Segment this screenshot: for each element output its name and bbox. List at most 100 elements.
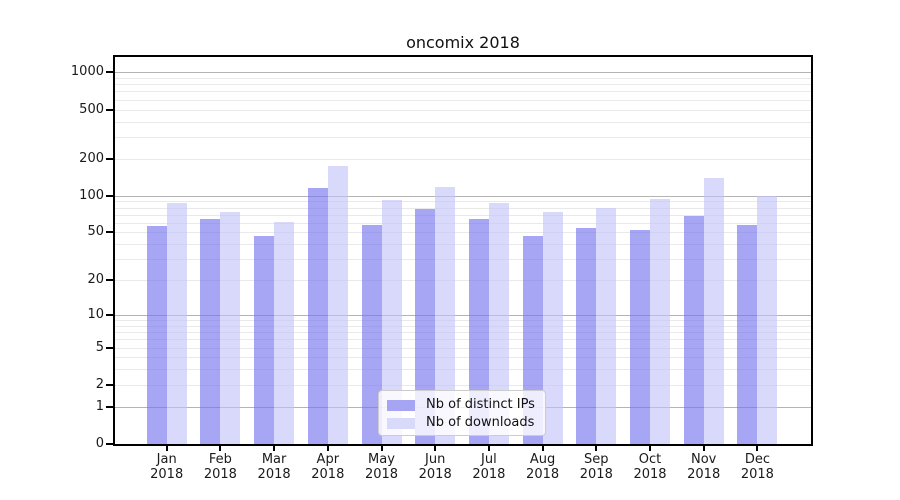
bar-nb-of-distinct-ips: [468, 219, 489, 444]
gridline-minor: [115, 369, 811, 371]
x-tick-label: Aug 2018: [526, 452, 560, 482]
y-tick-label: 0: [95, 436, 104, 451]
y-tick-label: 2: [95, 376, 104, 392]
bar-nb-of-downloads: [435, 187, 456, 444]
gridline-minor: [115, 214, 811, 216]
gridline-minor: [115, 136, 811, 138]
bar-nb-of-downloads: [542, 212, 563, 444]
x-tick-label: Feb 2018: [203, 452, 237, 482]
gridline-minor: [115, 207, 811, 209]
x-tick-label: Jun 2018: [418, 452, 452, 482]
y-tick: [106, 314, 113, 316]
bar-nb-of-distinct-ips: [415, 208, 436, 444]
x-tick: [756, 445, 759, 451]
y-tick: [106, 405, 113, 408]
x-tick: [595, 445, 598, 451]
gridline-minor: [115, 320, 811, 322]
bar-nb-of-distinct-ips: [200, 219, 221, 444]
y-tick: [106, 71, 113, 74]
legend-label-distinct-ips: Nb of distinct IPs: [426, 397, 535, 412]
gridline-minor: [115, 109, 811, 111]
y-tick-label: 1: [95, 398, 104, 414]
bar-nb-of-distinct-ips: [146, 226, 167, 444]
x-tick-label: Sep 2018: [579, 452, 613, 482]
legend-item-distinct-ips: Nb of distinct IPs: [387, 396, 537, 414]
gridline-minor: [115, 332, 811, 334]
x-tick-label: Nov 2018: [687, 452, 721, 482]
bar-nb-of-downloads: [703, 177, 724, 444]
x-tick-label: Jan 2018: [150, 452, 184, 482]
x-tick: [434, 445, 437, 451]
plot-area: Nb of distinct IPs Nb of downloads: [113, 55, 813, 446]
y-tick: [106, 279, 113, 282]
gridline-major: [115, 315, 811, 316]
y-tick-label: 5: [95, 339, 104, 355]
bar-nb-of-distinct-ips: [630, 230, 650, 444]
gridline-minor: [115, 77, 811, 79]
gridline-minor: [115, 384, 811, 386]
gridline-minor: [115, 259, 811, 261]
y-tick: [106, 443, 113, 445]
x-tick-label: Oct 2018: [633, 452, 667, 482]
bar-nb-of-downloads: [274, 221, 295, 444]
bar-nb-of-distinct-ips: [254, 235, 275, 444]
bar-nb-of-downloads: [488, 202, 509, 444]
y-tick: [106, 194, 113, 197]
x-tick-label: Jul 2018: [472, 452, 506, 482]
x-tick: [487, 445, 490, 451]
bar-nb-of-distinct-ips: [683, 216, 704, 444]
gridline-minor: [115, 325, 811, 327]
chart-title: oncomix 2018: [406, 33, 520, 52]
gridline-minor: [115, 280, 811, 282]
y-tick-label: 1000: [70, 64, 104, 80]
x-tick-label: Apr 2018: [311, 452, 345, 482]
y-tick: [106, 346, 113, 349]
x-tick: [541, 445, 544, 451]
gridline-minor: [115, 232, 811, 234]
y-tick: [106, 108, 113, 111]
y-tick-label: 20: [87, 272, 104, 288]
x-tick-label: Mar 2018: [257, 452, 291, 482]
gridline-minor: [115, 222, 811, 224]
bar-nb-of-downloads: [650, 199, 670, 444]
x-tick: [380, 445, 383, 451]
gridline-minor: [115, 99, 811, 101]
bar-nb-of-downloads: [381, 200, 402, 444]
legend-swatch-downloads: [387, 417, 415, 429]
gridline-minor: [115, 84, 811, 86]
bar-nb-of-distinct-ips: [576, 228, 597, 444]
y-tick: [106, 231, 113, 234]
y-tick: [106, 157, 113, 160]
gridline-minor: [115, 339, 811, 341]
x-tick: [649, 445, 651, 451]
x-tick: [273, 445, 276, 451]
y-tick-label: 500: [79, 101, 104, 117]
y-tick-label: 200: [79, 150, 104, 166]
y-tick: [106, 383, 113, 386]
y-tick-label: 50: [87, 224, 104, 240]
bar-nb-of-downloads: [327, 166, 348, 444]
x-tick: [219, 445, 222, 451]
x-tick-label: Dec 2018: [740, 452, 774, 482]
gridline-major: [115, 72, 811, 74]
x-tick-label: May 2018: [364, 452, 399, 482]
gridline-minor: [115, 201, 811, 203]
gridline-minor: [115, 158, 811, 160]
y-tick-label: 100: [79, 187, 104, 203]
x-tick: [165, 445, 168, 451]
gridline-major: [115, 195, 811, 197]
gridline-minor: [115, 347, 811, 349]
y-tick-label: 10: [87, 307, 104, 322]
gridline-minor: [115, 91, 811, 93]
bar-nb-of-distinct-ips: [361, 224, 382, 444]
x-tick: [702, 445, 705, 451]
gridline-minor: [115, 244, 811, 246]
legend: Nb of distinct IPs Nb of downloads: [378, 390, 546, 436]
bar-nb-of-downloads: [220, 211, 241, 444]
legend-swatch-distinct-ips: [387, 399, 415, 411]
bar-nb-of-distinct-ips: [737, 224, 758, 444]
legend-item-downloads: Nb of downloads: [387, 414, 537, 432]
gridline-minor: [115, 357, 811, 359]
x-tick: [326, 445, 329, 451]
